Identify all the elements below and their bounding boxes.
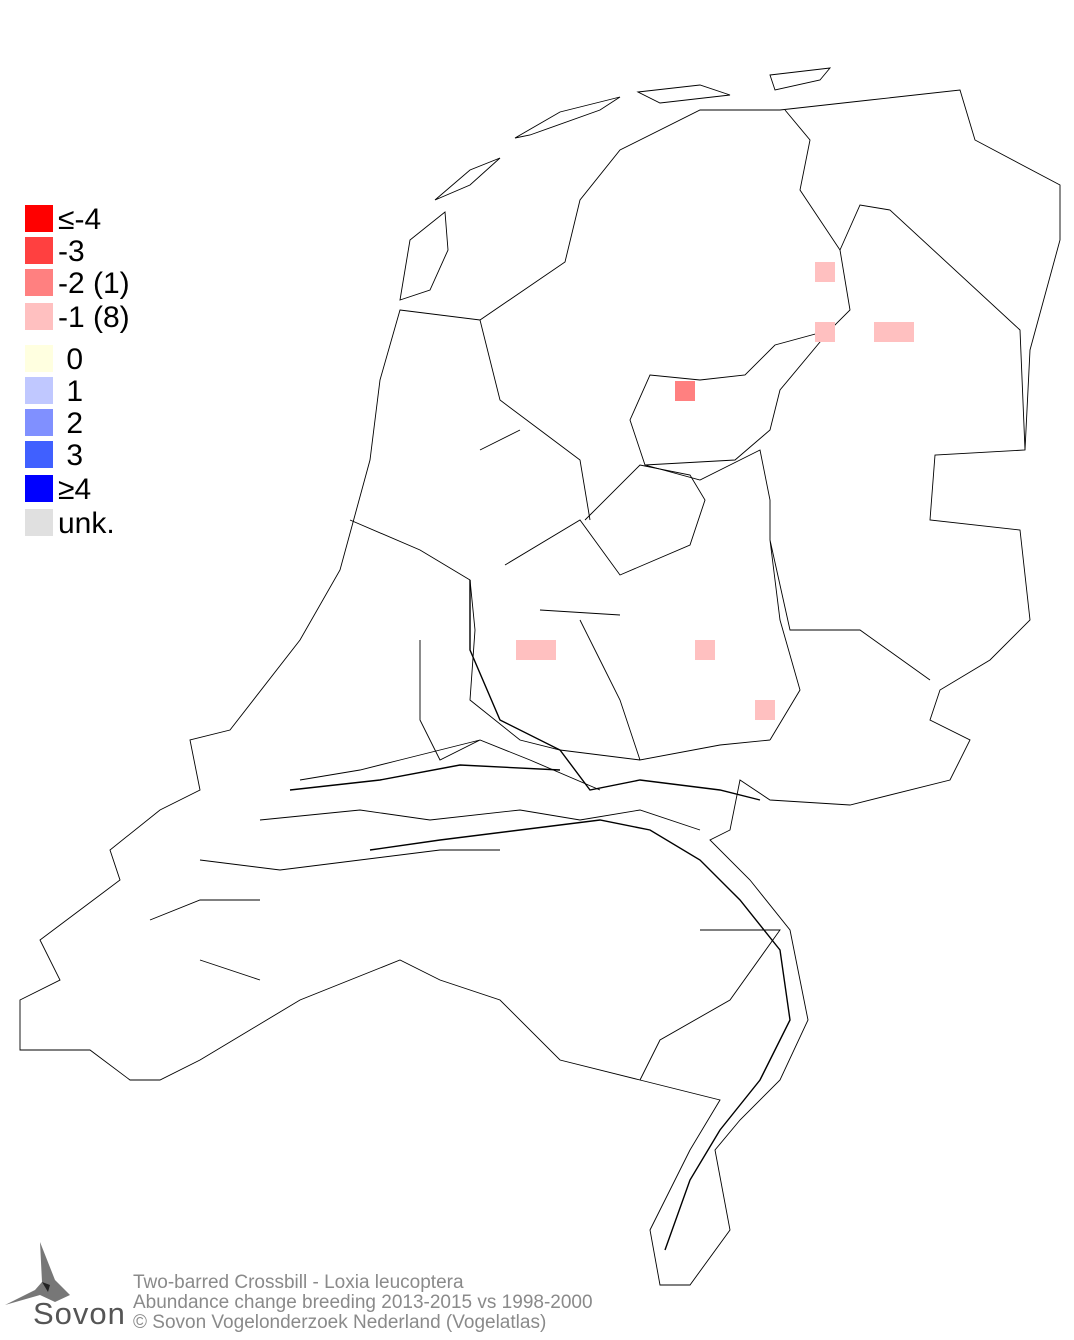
flevoland	[504, 464, 706, 616]
legend-item: 1	[25, 375, 175, 408]
legend-label: ≥4	[58, 473, 92, 506]
legend-item: 3	[25, 439, 175, 472]
legend-swatch	[25, 441, 53, 468]
legend-swatch	[25, 509, 53, 536]
island-schiermonnikoog	[769, 67, 832, 91]
cell-minus1	[815, 262, 835, 282]
legend-swatch	[25, 475, 53, 502]
legend-swatch	[25, 205, 53, 232]
legend-item: -3	[25, 235, 175, 268]
legend-item: ≤-4	[25, 203, 175, 236]
legend-label: -2 (1)	[58, 267, 130, 300]
legend-item: unk.	[25, 507, 175, 540]
country-outline	[19, 89, 1061, 1286]
legend-swatch	[25, 303, 53, 330]
legend-item: 0	[25, 343, 175, 376]
legend-label: -1 (8)	[58, 301, 130, 334]
legend-label: 1	[58, 375, 84, 408]
legend-label: unk.	[58, 507, 115, 540]
legend-label: -3	[58, 235, 85, 268]
cell-minus1	[516, 640, 536, 660]
legend-label: ≤-4	[58, 203, 102, 236]
sovon-logo-text: Sovon	[33, 1296, 126, 1331]
change-cells	[516, 262, 914, 720]
cell-minus1	[695, 640, 715, 660]
swallow-icon	[5, 1242, 70, 1305]
map-caption: Two-barred Crossbill - Loxia leucoptera …	[133, 1273, 593, 1333]
cell-minus1	[874, 322, 894, 342]
island-vlieland	[434, 157, 501, 201]
legend-item: 2	[25, 407, 175, 440]
legend-label: 0	[58, 343, 84, 376]
legend-swatch	[25, 269, 53, 296]
island-terschelling	[514, 96, 621, 139]
cell-minus1	[536, 640, 556, 660]
cell-minus1	[755, 700, 775, 720]
cell-minus2	[675, 381, 695, 401]
legend-swatch	[25, 345, 53, 372]
legend-item: -2 (1)	[25, 267, 175, 300]
map-subtitle: Abundance change breeding 2013-2015 vs 1…	[133, 1292, 593, 1313]
legend-label: 3	[58, 439, 84, 472]
island-texel	[399, 211, 449, 301]
cell-minus1	[815, 322, 835, 342]
legend-swatch	[25, 409, 53, 436]
legend-swatch	[25, 377, 53, 404]
legend-label: 2	[58, 407, 84, 440]
province-borders	[149, 109, 1026, 1081]
cell-minus1	[894, 322, 914, 342]
legend-swatch	[25, 237, 53, 264]
copyright: © Sovon Vogelonderzoek Nederland (Vogela…	[133, 1312, 547, 1333]
rivers	[289, 580, 791, 1251]
species-title: Two-barred Crossbill - Loxia leucoptera	[133, 1272, 464, 1293]
legend-item: -1 (8)	[25, 301, 175, 334]
legend-item: ≥4	[25, 473, 175, 506]
island-ameland	[636, 84, 731, 104]
